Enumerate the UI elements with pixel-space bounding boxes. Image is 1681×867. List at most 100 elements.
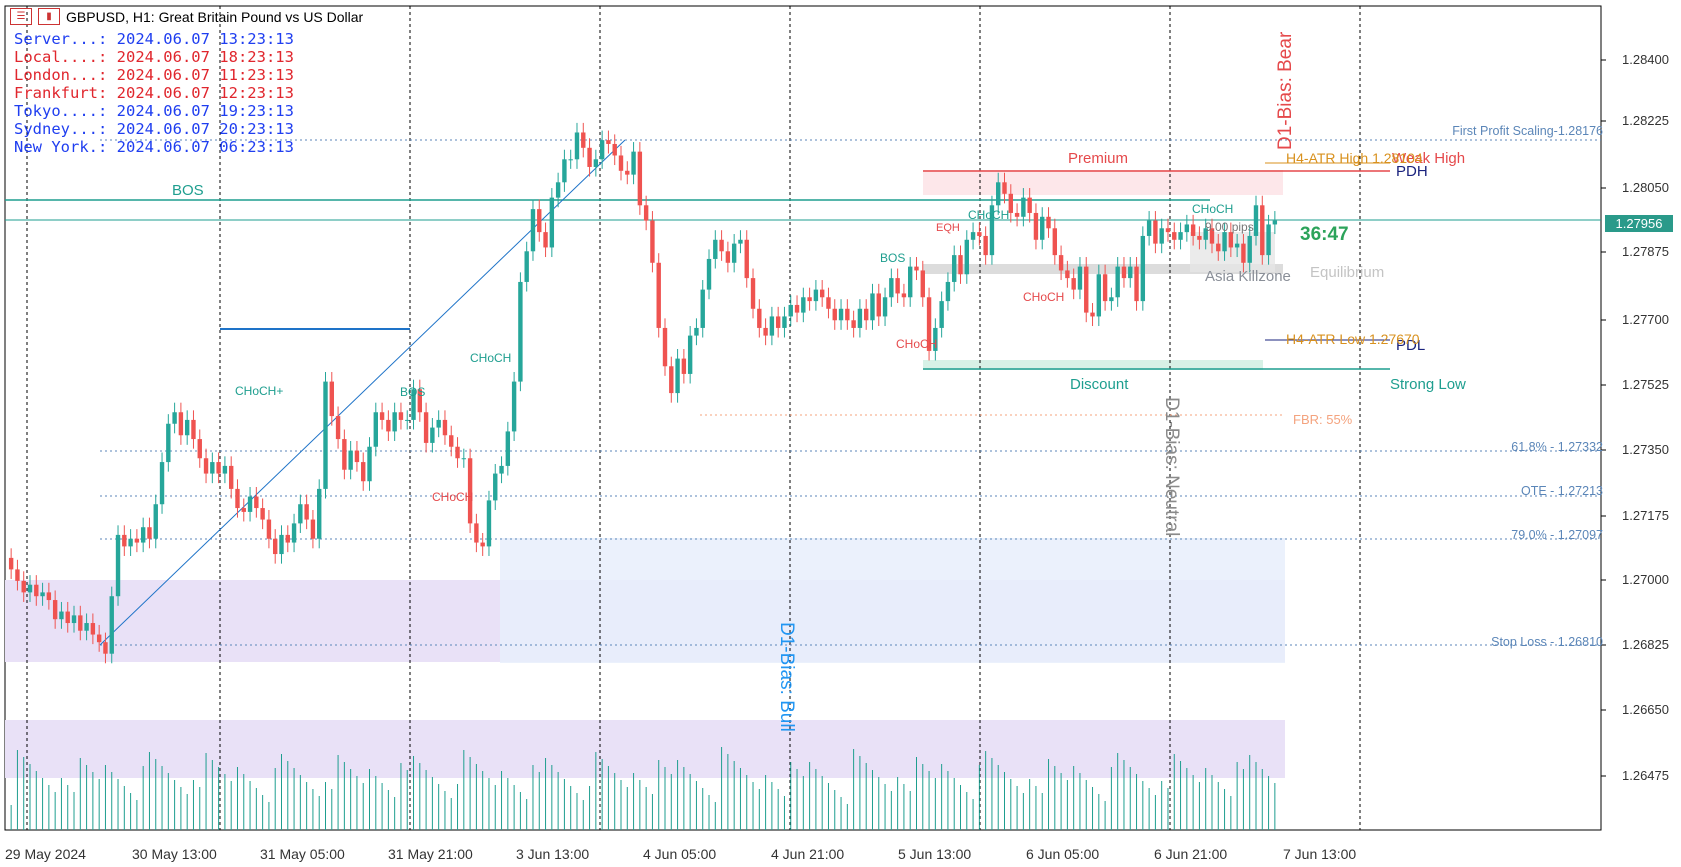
candle-body [1197,235,1202,240]
fib-stop-loss-label: Stop Loss - 1.26810 [1491,635,1603,649]
candle-body [1178,232,1183,240]
chart-title: GBPUSD, H1: Great Britain Pound vs US Do… [66,8,364,25]
candle-body [882,297,888,317]
candle-body [78,615,83,631]
candle-body [996,182,1001,206]
candle-body [870,293,875,321]
asia-killzone-label: Asia Killzone [1205,268,1291,285]
candle-body [430,427,435,443]
candle-body [34,584,39,597]
candle-body [939,301,944,328]
choch-label-4: CHoCH [1023,290,1065,304]
candle-body [178,412,184,436]
candle-body [273,538,278,555]
candle-body [222,465,228,474]
candle-body [895,278,900,294]
candle-body [1065,270,1070,279]
candle-body [1140,235,1146,302]
candle-body [952,255,957,282]
price-axis-label: 1.26825 [1622,637,1669,652]
candle-body [1071,278,1076,290]
candle-body [832,308,837,321]
candle-body [599,140,605,160]
candle-body [84,623,89,631]
candle-body [731,243,737,263]
candle-body [813,289,819,302]
price-axis-label: 1.27700 [1622,312,1669,327]
candle-body [700,289,705,328]
candle-body [675,358,680,394]
candle-body [317,488,322,539]
choch-plus-label: CHoCH+ [235,384,284,398]
candle-body [933,327,938,351]
fbr-label: FBR: 55% [1293,412,1353,427]
candle-body [1002,182,1007,194]
candle-body [543,232,548,248]
candle-body [285,534,290,543]
candle-body [90,623,96,635]
candle-body [21,580,26,593]
bias-bear-label: D1-Bias: Bear [1275,31,1296,150]
discount-zone [923,360,1263,370]
candle-body [775,316,781,328]
candle-body [662,327,668,367]
candle-body [1121,266,1127,279]
price-axis-label: 1.27525 [1622,377,1669,392]
time-axis-label: 6 Jun 05:00 [1026,846,1100,862]
chart-menu-icon[interactable]: ☰ [10,8,32,25]
candle-body [977,232,982,236]
candle-body [1172,232,1177,240]
price-axis-label: 1.27875 [1622,244,1669,259]
candle-body [826,297,831,309]
price-axis-label: 1.26475 [1622,768,1669,783]
candle-body [304,504,309,520]
candle-body [1046,216,1051,229]
candle-body [140,527,146,543]
bias-bull-label: D1-Bias: Bull [776,622,797,732]
current-price-box: 1.27956 [1605,215,1673,232]
equilibrium-label: Equilibrium [1310,264,1385,281]
candle-body [210,462,215,474]
one-click-trading-icon[interactable]: ▮ [38,8,60,25]
candle-body [480,542,485,547]
candle-body [1153,220,1158,244]
session-clock: Local....: 2024.06.07 18:23:13 [14,48,294,66]
candle-body [405,419,410,421]
candle-body [109,596,114,654]
candle-body [505,431,511,466]
price-axis-label: 1.28225 [1622,113,1669,128]
candle-body [398,412,404,420]
candle-body [291,523,297,543]
choch-label-1: CHoCH [470,351,512,365]
price-axis-label: 1.28400 [1622,52,1669,67]
chart-header: ☰ ▮ GBPUSD, H1: Great Britain Pound vs U… [10,8,363,25]
candle-body [436,419,441,428]
price-axis-label: 1.26650 [1622,702,1669,717]
time-axis-label: 31 May 05:00 [260,846,345,862]
candle-body [1033,212,1039,240]
candle-body [115,534,121,597]
candle-body [1058,255,1064,271]
candle-body [851,320,856,328]
candle-body [59,611,64,620]
candle-body [172,412,177,424]
candle-body [725,251,731,263]
time-axis-label: 4 Jun 21:00 [771,846,845,862]
candle-body [669,366,674,394]
candle-body [744,239,749,279]
time-axis-label: 3 Jun 13:00 [516,846,590,862]
candle-body [914,266,919,271]
candle-body [329,381,334,417]
session-clock: Server...: 2024.06.07 13:23:13 [14,30,294,48]
candle-body [656,262,661,328]
candle-body [511,381,517,432]
candle-body [587,147,592,167]
candle-body [989,205,995,256]
session-clock: Frankfurt: 2024.06.07 12:23:13 [14,84,294,102]
candle-body [392,412,397,432]
candle-body [788,304,793,317]
time-axis-label: 7 Jun 13:00 [1283,846,1357,862]
candle-body [694,327,699,336]
